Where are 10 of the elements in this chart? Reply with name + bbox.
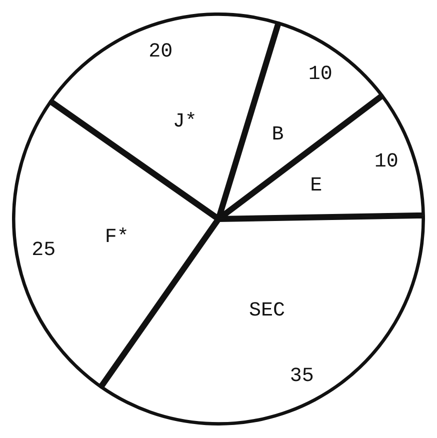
data-label: 20 — [148, 40, 173, 64]
slice-label: F* — [104, 226, 129, 250]
slice-label: J* — [172, 110, 197, 134]
slice-label: B — [272, 124, 284, 147]
slice-label: E — [310, 174, 322, 198]
data-label: 25 — [32, 239, 56, 262]
data-label: 10 — [374, 150, 398, 174]
slice-label: SEC — [248, 299, 285, 322]
data-label: 10 — [308, 62, 332, 86]
data-label: 35 — [290, 365, 314, 388]
